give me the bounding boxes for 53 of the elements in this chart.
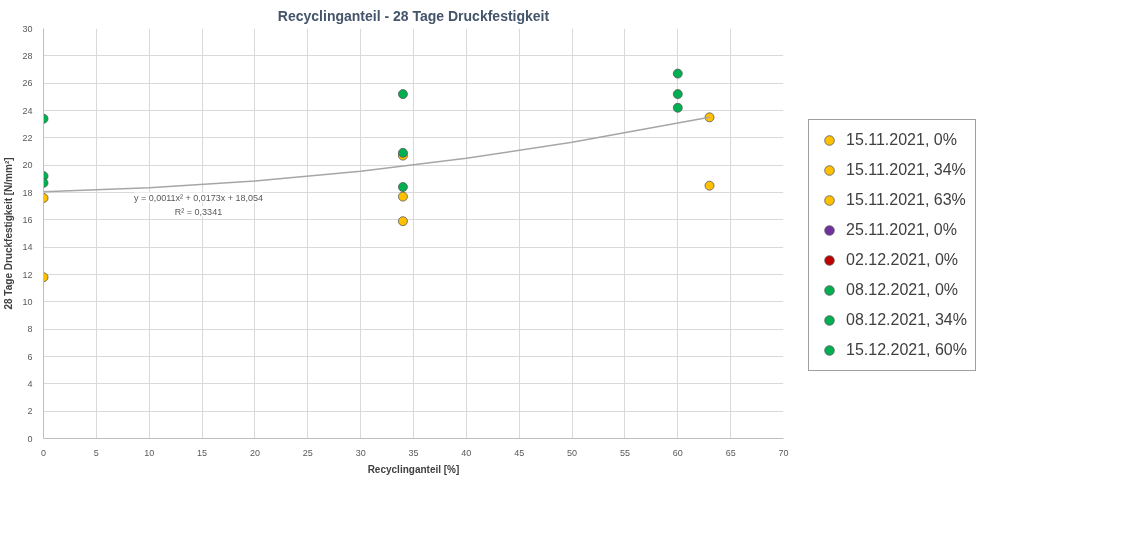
y-tick-label: 8 (27, 324, 33, 335)
x-tick-label: 70 (778, 447, 789, 458)
chart-title: Recyclinganteil - 28 Tage Druckfestigkeit (277, 7, 550, 24)
y-tick-label: 0 (27, 433, 33, 444)
x-axis-title: Recyclinganteil [%] (367, 463, 460, 475)
annotation: y = 0,0011x² + 0,0173x + 18,054 (133, 192, 264, 203)
x-tick-label: 5 (93, 447, 99, 458)
y-tick-label: 20 (22, 160, 33, 171)
point (398, 216, 408, 227)
y-tick-label: 28 (22, 50, 33, 61)
legend-label: 15.12.2021, 60% (846, 340, 967, 359)
legend-label: 15.11.2021, 34% (846, 160, 966, 179)
y-axis-title: 28 Tage Druckfestigkeit [N/mm²] (3, 157, 15, 310)
x-tick-label: 20 (249, 447, 260, 458)
y-tick-label: 10 (22, 296, 33, 307)
legend-label: 15.11.2021, 0% (846, 130, 957, 149)
legend-label: 15.11.2021, 63% (846, 190, 966, 209)
point (672, 68, 683, 79)
y-tick-label: 12 (22, 269, 33, 280)
legend-label: 08.12.2021, 34% (846, 310, 967, 329)
y-tick-label: 6 (27, 351, 33, 362)
x-tick-label: 15 (197, 447, 208, 458)
x-tick-label: 50 (567, 447, 578, 458)
x-tick-label: 35 (408, 447, 419, 458)
y-tick-label: 30 (22, 23, 33, 34)
x-tick-label: 45 (514, 447, 525, 458)
legend-label: 25.11.2021, 0% (846, 220, 957, 239)
x-tick-label: 0 (41, 447, 47, 458)
x-tick-label: 55 (619, 447, 630, 458)
x-tick-label: 30 (355, 447, 366, 458)
x-tick-label: 65 (725, 447, 736, 458)
x-tick-label: 60 (672, 447, 683, 458)
y-tick-label: 14 (22, 242, 33, 253)
point (672, 89, 683, 99)
point (704, 112, 715, 123)
annotation: R² = 0,3341 (174, 206, 223, 217)
y-tick-label: 16 (22, 214, 33, 225)
y-tick-label: 26 (22, 78, 33, 89)
point (672, 102, 683, 113)
y-tick-label: 24 (22, 105, 33, 116)
legend-label: 08.12.2021, 0% (846, 280, 959, 299)
legend-label: 02.12.2021, 0% (846, 250, 959, 269)
x-tick-label: 25 (302, 447, 313, 458)
y-tick-label: 4 (27, 378, 33, 389)
point (398, 191, 408, 202)
point (398, 89, 408, 99)
point (398, 182, 408, 192)
y-tick-label: 22 (22, 132, 33, 143)
y-tick-label: 2 (27, 406, 33, 417)
x-tick-label: 10 (144, 447, 155, 458)
point (704, 180, 715, 191)
y-tick-label: 18 (22, 187, 33, 198)
x-tick-label: 40 (461, 447, 472, 458)
